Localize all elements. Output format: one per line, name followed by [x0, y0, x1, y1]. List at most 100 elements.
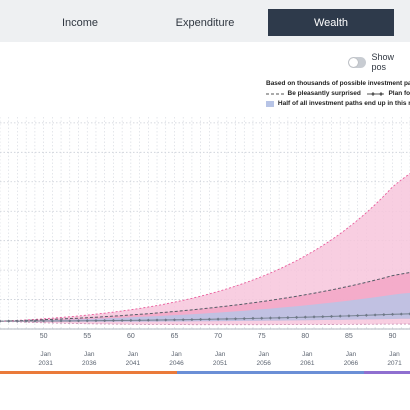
plan-marker: [329, 314, 334, 319]
legend-item-surprise: Be pleasantly surprised Plan for this: [266, 89, 410, 99]
plan-marker: [33, 319, 37, 323]
lower-range-line: [0, 320, 410, 326]
year-tick-year: 2041: [126, 360, 141, 367]
plan-marker: [199, 317, 203, 322]
plan-marker: [59, 319, 63, 323]
plan-marker: [172, 318, 177, 322]
plan-marker: [155, 318, 159, 322]
age-tick-label: 65: [171, 333, 179, 340]
plan-marker: [242, 317, 246, 321]
plan-marker: [312, 315, 316, 319]
dashed-line-icon: [266, 93, 284, 95]
year-tick-year: 2046: [169, 360, 184, 367]
toggle-label: Show pos: [371, 52, 395, 72]
plan-marker: [15, 319, 20, 323]
year-tick-year: 2071: [387, 360, 402, 367]
plan-marker: [146, 318, 150, 322]
timeline-segment-orange: [0, 371, 177, 374]
tab-expenditure[interactable]: Expenditure: [175, 16, 235, 29]
year-tick-year: 2036: [82, 360, 97, 367]
plan-marker: [268, 316, 273, 320]
age-tick-label: 60: [127, 333, 135, 340]
year-tick-month: Jan: [346, 351, 357, 358]
wealth-panel: Show pos Based on thousands of possible …: [0, 42, 410, 410]
year-tick-year: 2051: [213, 360, 228, 367]
year-tick-year: 2066: [344, 360, 359, 367]
plan-marker: [286, 316, 290, 320]
plan-marker: [207, 317, 211, 321]
plan-marker: [233, 317, 238, 321]
plan-marker: [382, 313, 386, 317]
plan-marker: [94, 319, 98, 323]
plan-marker: [76, 319, 81, 323]
plan-marker: [164, 318, 168, 322]
year-tick-month: Jan: [389, 351, 400, 358]
year-tick-year: 2056: [256, 360, 271, 367]
tab-income[interactable]: Income: [61, 16, 99, 29]
upper-range-line: [0, 173, 410, 322]
show-toggle[interactable]: Show pos: [348, 52, 410, 72]
year-tick-month: Jan: [171, 351, 182, 358]
plan-marker: [120, 318, 124, 323]
plan-marker: [103, 318, 107, 323]
plan-marker: [190, 317, 194, 322]
age-tick-label: 70: [214, 333, 222, 340]
plan-marker: [399, 312, 403, 316]
plan-marker: [277, 316, 281, 320]
tab-bar: Income Expenditure Wealth: [0, 0, 410, 43]
plan-marker: [24, 319, 28, 323]
year-tick-month: Jan: [258, 351, 269, 358]
diamond-line-icon: [366, 92, 385, 96]
plan-marker: [0, 319, 2, 323]
year-tick-month: Jan: [128, 351, 139, 358]
plan-marker: [338, 314, 342, 318]
year-tick-month: Jan: [302, 351, 313, 358]
chart-legend: Based on thousands of possible investmen…: [266, 79, 410, 109]
age-tick-label: 80: [301, 333, 309, 340]
legend-label-range: Half of all investment paths end up in t…: [277, 100, 410, 107]
plan-marker: [129, 318, 133, 322]
plan-marker: [347, 314, 351, 318]
age-tick-label: 55: [83, 333, 91, 340]
plan-marker: [85, 319, 89, 323]
year-tick-year: 2061: [300, 360, 315, 367]
year-tick-month: Jan: [84, 351, 95, 358]
timeline-segment-purple: [364, 371, 410, 374]
plan-marker: [181, 318, 185, 322]
timeline-segment-blue: [177, 371, 364, 374]
plan-marker: [294, 315, 299, 319]
legend-title: Based on thousands of possible investmen…: [266, 80, 410, 87]
age-tick-label: 85: [345, 333, 353, 340]
plan-marker: [137, 318, 142, 322]
half-paths-band: [0, 292, 410, 322]
plan-marker: [251, 316, 255, 320]
age-tick-label: 90: [389, 333, 397, 340]
age-tick-label: 75: [258, 333, 266, 340]
plan-marker: [321, 315, 325, 319]
plan-marker: [364, 313, 368, 317]
plan-marker: [42, 319, 46, 323]
plan-marker: [373, 313, 377, 317]
plan-marker: [390, 312, 395, 316]
plan-marker: [356, 313, 360, 318]
plan-marker: [216, 317, 220, 321]
band-swatch-icon: [266, 101, 274, 107]
plan-marker: [303, 315, 307, 319]
plan-marker: [260, 316, 264, 320]
year-tick-month: Jan: [215, 351, 226, 358]
plan-marker: [225, 317, 229, 321]
pleasantly-surprised-line: [0, 271, 410, 322]
toggle-switch[interactable]: [348, 56, 366, 68]
plan-marker: [50, 319, 54, 323]
plan-marker: [111, 318, 116, 323]
legend-label-plan: Plan for this: [388, 90, 410, 97]
age-tick-label: 50: [40, 333, 48, 340]
outer-range-band: [0, 173, 410, 325]
year-tick-month: Jan: [40, 351, 51, 358]
year-tick-year: 2031: [38, 360, 53, 367]
tab-wealth[interactable]: Wealth: [268, 9, 394, 36]
plan-marker: [68, 319, 72, 323]
legend-label-surprise: Be pleasantly surprised: [287, 90, 361, 97]
wealth-projection-chart: 50 55 60 65 70 75 80 85 90 Jan 2031 Jan 2036 Jan 2041 J…: [0, 117, 410, 374]
plan-marker: [7, 319, 11, 323]
